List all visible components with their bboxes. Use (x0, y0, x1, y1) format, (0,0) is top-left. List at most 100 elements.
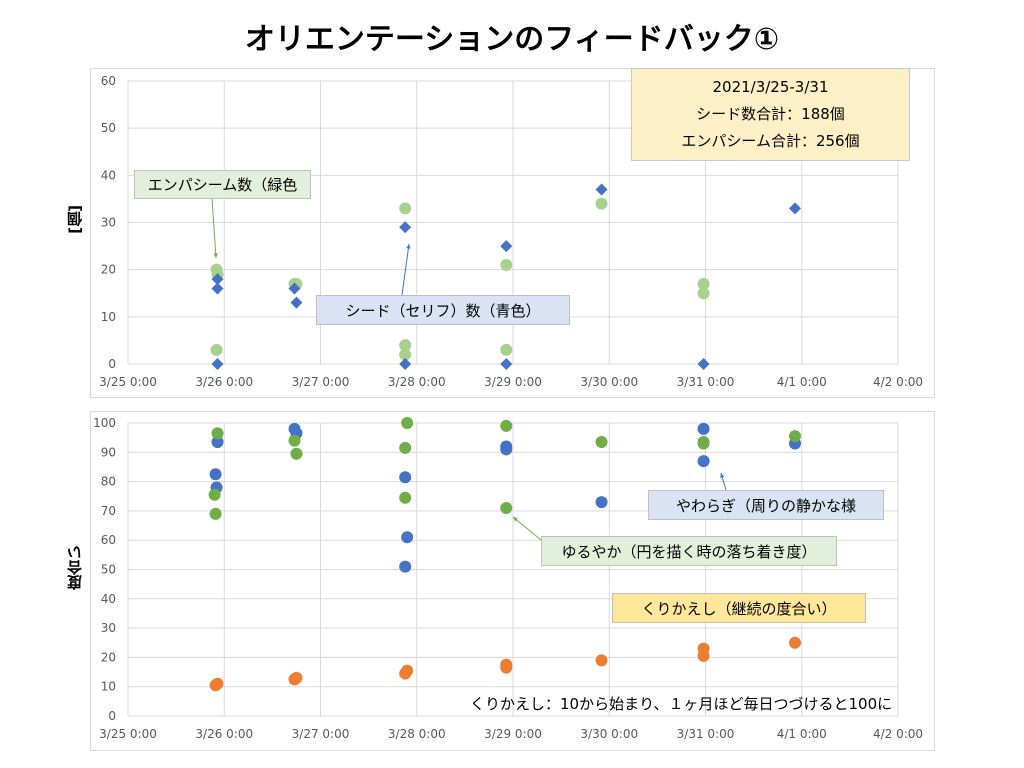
callout-empathy-pointer (211, 197, 217, 259)
x-tick-label: 3/31 0:00 (677, 727, 735, 741)
callout-seed-pointer (401, 243, 410, 296)
y-tick-label: 60 (101, 74, 116, 88)
callout-yawaragi: やわらぎ（周りの静かな様 (648, 490, 884, 520)
y-tick-label: 20 (101, 263, 116, 277)
y-tick-label: 100 (93, 416, 116, 430)
data-point-circle (500, 419, 513, 432)
data-point-circle (595, 436, 608, 449)
x-tick-label: 4/2 0:00 (873, 727, 923, 741)
data-point-diamond (399, 221, 412, 234)
data-point-circle (399, 491, 412, 504)
data-point-circle (211, 677, 224, 690)
y-tick-label: 20 (101, 650, 116, 664)
data-point-circle (290, 671, 303, 684)
x-tick-label: 4/2 0:00 (873, 375, 923, 389)
data-point-diamond (288, 282, 301, 295)
callout-seed: シード（セリフ）数（青色） (316, 295, 570, 325)
x-tick-label: 3/27 0:00 (292, 375, 350, 389)
data-point-circle (697, 455, 710, 468)
data-point-circle (500, 443, 513, 456)
data-point-circle (399, 560, 412, 573)
data-point-circle (401, 664, 414, 677)
data-point-diamond (290, 296, 303, 309)
y-tick-label: 10 (101, 680, 116, 694)
data-point-circle (209, 507, 222, 520)
data-point-circle (595, 654, 608, 667)
data-point-circle (697, 277, 710, 290)
callout-yawaragi-pointer-head (720, 473, 725, 478)
callout-yuruyaka: ゆるやか（円を描く時の落ち着き度） (541, 536, 837, 566)
summary-seed-total: シード数合計：188個 (696, 105, 845, 123)
data-point-circle (401, 531, 414, 544)
data-point-circle (697, 649, 710, 662)
data-point-circle (697, 287, 710, 300)
x-tick-label: 3/30 0:00 (580, 375, 638, 389)
x-tick-label: 3/26 0:00 (195, 375, 253, 389)
data-point-circle (399, 348, 412, 361)
summary-box: 2021/3/25-3/31 シード数合計：188個 エンパシーム合計：256個 (631, 68, 910, 161)
callout-empathy: エンパシーム数（緑色 (134, 170, 311, 199)
x-tick-label: 3/30 0:00 (580, 727, 638, 741)
data-point-circle (208, 488, 221, 501)
x-tick-label: 3/25 0:00 (99, 375, 157, 389)
kurikaeshi-note: くりかえし：10から始まり、１ヶ月ほど毎日つづけると100に (470, 695, 893, 713)
x-tick-label: 3/29 0:00 (484, 375, 542, 389)
callout-yuruyaka-pointer-head (513, 517, 518, 522)
x-tick-label: 3/27 0:00 (292, 727, 350, 741)
data-point-circle (288, 434, 301, 447)
data-point-circle (595, 496, 608, 509)
data-point-diamond (789, 202, 802, 215)
data-point-diamond (697, 358, 710, 370)
data-point-circle (399, 441, 412, 454)
data-point-circle (595, 197, 608, 210)
data-point-circle (209, 468, 222, 481)
page-title: オリエンテーションのフィードバック① (244, 22, 780, 57)
data-point-diamond (595, 183, 608, 196)
data-point-circle (211, 436, 224, 449)
data-point-diamond (399, 358, 412, 370)
y-tick-label: 50 (101, 121, 116, 135)
data-point-circle (401, 417, 414, 429)
data-point-circle (290, 447, 303, 460)
data-point-circle (789, 636, 802, 649)
x-tick-label: 3/26 0:00 (195, 727, 253, 741)
data-point-circle (500, 661, 513, 674)
y-tick-label: 90 (101, 445, 116, 459)
data-point-diamond (211, 358, 224, 370)
y-tick-label: 0 (108, 709, 116, 723)
data-point-circle (210, 343, 223, 356)
callout-kurikaeshi: くりかえし（継続の度合い） (612, 593, 866, 623)
data-point-diamond (211, 282, 224, 295)
y-tick-label: 40 (101, 592, 116, 606)
x-tick-label: 3/28 0:00 (388, 375, 446, 389)
data-point-diamond (211, 273, 224, 286)
y-tick-label: 30 (101, 621, 116, 635)
data-point-circle (399, 471, 412, 484)
y-tick-label: 50 (101, 563, 116, 577)
y-tick-label: 70 (101, 504, 116, 518)
x-tick-label: 3/31 0:00 (677, 375, 735, 389)
callout-empathy-pointer-head (213, 253, 218, 258)
summary-period: 2021/3/25-3/31 (712, 78, 829, 96)
y-tick-label: 80 (101, 475, 116, 489)
x-tick-label: 3/25 0:00 (99, 727, 157, 741)
callout-yuruyaka-pointer (512, 516, 542, 541)
summary-empathy-total: エンパシーム合計：256個 (681, 132, 860, 150)
data-point-circle (500, 258, 513, 271)
data-point-circle (500, 501, 513, 514)
data-point-circle (697, 422, 710, 435)
data-point-diamond (500, 358, 513, 370)
y-tick-label: 10 (101, 310, 116, 324)
y-tick-label: 40 (101, 168, 116, 182)
x-tick-label: 4/1 0:00 (777, 375, 827, 389)
data-point-circle (697, 437, 710, 450)
callout-seed-pointer-head (406, 244, 411, 249)
y-tick-label: 30 (101, 216, 116, 230)
x-tick-label: 3/28 0:00 (388, 727, 446, 741)
y-tick-label: 0 (108, 357, 116, 371)
x-tick-label: 3/29 0:00 (484, 727, 542, 741)
data-point-circle (211, 427, 224, 440)
data-point-diamond (500, 240, 513, 253)
data-point-circle (500, 343, 513, 356)
data-point-circle (399, 202, 412, 215)
